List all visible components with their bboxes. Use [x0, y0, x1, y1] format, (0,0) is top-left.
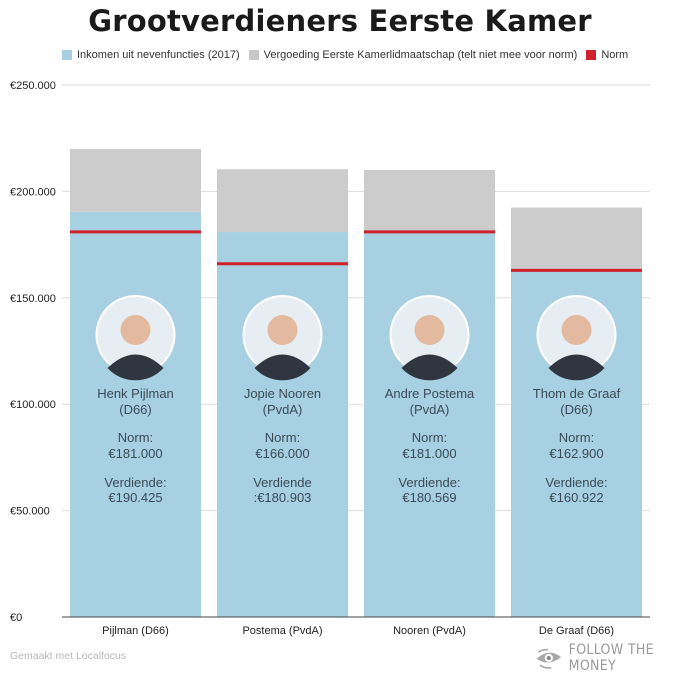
person-norm-value: €181.000 [108, 446, 162, 461]
legend-item-income: Inkomen uit nevenfuncties (2017) [62, 49, 240, 61]
person-party: (D66) [560, 402, 593, 417]
person-norm-value: €166.000 [255, 446, 309, 461]
y-tick-label: €0 [10, 612, 22, 624]
bar-income [364, 232, 495, 618]
bar-group-0: Henk Pijlman(D66) Norm:€181.000 Verdiende:… [70, 148, 201, 617]
y-tick-label: €250.000 [10, 80, 56, 92]
credit-text: Gemaakt met Localfocus [10, 650, 127, 662]
person-name: Henk Pijlman [97, 386, 174, 401]
bar-compensation [217, 169, 348, 233]
avatar-body [548, 354, 605, 381]
bar-group-2: Andre Postema(PvdA) Norm:€181.000 Verdiend… [364, 169, 495, 618]
bar-chart: €0 €50.000 €100.000 €150.000 €200.000 €250.00… [10, 80, 650, 637]
person-party: (PvdA) [410, 402, 450, 417]
bar-compensation [511, 207, 642, 271]
avatar-body [401, 354, 458, 381]
person-name: Thom de Graaf [533, 386, 621, 401]
avatar-body [107, 354, 164, 381]
legend-label-compensation: Vergoeding Eerste Kamerlidmaatschap (tel… [263, 49, 578, 61]
legend-swatch-compensation [248, 50, 259, 60]
follow-the-money-logo: FOLLOW THE MONEY [535, 642, 680, 674]
person-earned-label: Verdiende: [104, 475, 166, 490]
x-tick-label: Pijlman (D66) [102, 625, 169, 637]
legend-swatch-norm [586, 50, 597, 60]
avatar-head [414, 315, 445, 345]
person-norm-label: Norm: [265, 430, 300, 445]
y-tick-label: €200.000 [10, 186, 56, 198]
person-earned-value: €160.922 [549, 490, 603, 505]
legend-item-compensation: Vergoeding Eerste Kamerlidmaatschap (tel… [248, 49, 578, 61]
person-earned-label: Verdiende: [545, 475, 607, 490]
x-tick-label: Postema (PvdA) [242, 625, 322, 637]
y-tick-label: €50.000 [10, 506, 50, 518]
bar-group-3: Thom de Graaf(D66) Norm:€162.900 Verdiende… [511, 207, 642, 617]
person-norm-label: Norm: [412, 430, 447, 445]
avatar-body [254, 354, 311, 381]
legend-item-norm: Norm [586, 49, 628, 61]
person-party: (PvdA) [263, 402, 303, 417]
eye-logo-icon [536, 648, 562, 669]
person-earned-value: :€180.903 [254, 490, 312, 505]
legend-label-income: Inkomen uit nevenfuncties (2017) [77, 49, 240, 61]
bar-group-1: Jopie Nooren(PvdA) Norm:€166.000 Verdiende… [217, 169, 348, 617]
x-tick-label: De Graaf (D66) [539, 625, 614, 637]
person-earned-label: Verdiende [253, 475, 312, 490]
avatar-head [561, 315, 592, 345]
y-tick-label: €100.000 [10, 399, 56, 411]
bar-income [70, 211, 201, 617]
person-earned-value: €190.425 [108, 490, 162, 505]
logo-text: FOLLOW THE MONEY [568, 642, 654, 674]
person-party: (D66) [119, 402, 152, 417]
avatar-head [267, 315, 298, 345]
legend-label-norm: Norm [601, 49, 629, 61]
legend: Inkomen uit nevenfuncties (2017) Vergoed… [62, 49, 637, 61]
person-earned-value: €180.569 [402, 490, 456, 505]
person-name: Jopie Nooren [244, 386, 321, 401]
person-norm-value: €162.900 [549, 446, 603, 461]
person-norm-value: €181.000 [402, 446, 456, 461]
chart-title: Grootverdieners Eerste Kamer [88, 4, 592, 38]
person-name: Andre Postema [385, 386, 475, 401]
y-tick-label: €150.000 [10, 293, 56, 305]
bar-compensation [364, 169, 495, 233]
legend-swatch-income [62, 50, 72, 60]
bar-income [217, 232, 348, 617]
x-tick-label: Nooren (PvdA) [393, 625, 466, 637]
person-norm-label: Norm: [559, 430, 594, 445]
avatar-head [120, 315, 151, 345]
person-norm-label: Norm: [118, 430, 153, 445]
bar-compensation [70, 148, 201, 212]
person-earned-label: Verdiende: [398, 475, 460, 490]
